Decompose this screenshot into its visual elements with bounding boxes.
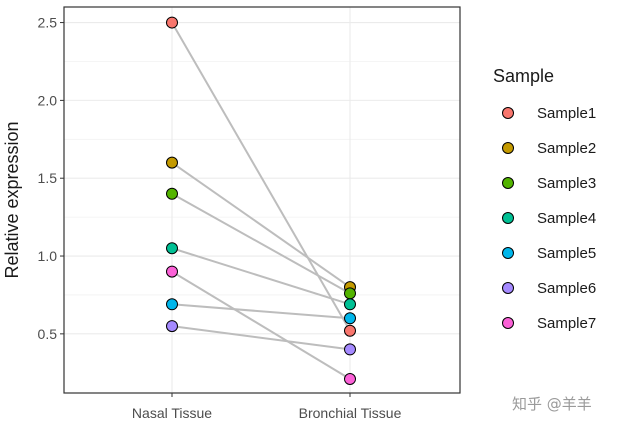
legend-key-sample1	[502, 107, 514, 119]
legend-label-sample1: Sample1	[537, 105, 596, 122]
series-line-sample4	[171, 247, 351, 306]
data-point-sample5-nasal	[166, 298, 178, 311]
data-point-sample6-bronchial	[344, 343, 356, 356]
y-tick-label: 0.5	[38, 326, 58, 342]
y-axis-title: Relative expression	[2, 121, 22, 278]
data-point-sample5-bronchial	[344, 312, 356, 325]
legend-label-sample4: Sample4	[537, 210, 596, 227]
legend-label-sample6: Sample6	[537, 280, 596, 297]
legend-label-sample2: Sample2	[537, 140, 596, 157]
data-point-sample3-nasal	[166, 187, 178, 200]
y-tick-label: 1.0	[38, 248, 58, 264]
legend: Sample Sample1 Sample2 Sample3 Sample4 Sampl…	[493, 66, 596, 332]
data-point-sample7-nasal	[166, 265, 178, 278]
series-line-sample3	[171, 192, 351, 295]
data-point-sample4-nasal	[166, 242, 178, 255]
legend-key-sample3	[502, 177, 514, 189]
data-point-sample4-bronchial	[344, 298, 356, 311]
data-point-sample7-bronchial	[344, 372, 356, 385]
series-line-sample1	[171, 22, 351, 332]
legend-key-sample6	[502, 282, 514, 294]
legend-key-sample2	[502, 142, 514, 154]
watermark-text: 知乎 @羊羊	[512, 395, 592, 413]
x-axis: Nasal Tissue Bronchial Tissue	[132, 393, 402, 421]
x-tick-label: Nasal Tissue	[132, 405, 212, 421]
y-tick-label: 2.5	[38, 15, 58, 31]
data-point-sample1-nasal	[166, 16, 178, 29]
legend-title: Sample	[493, 66, 554, 86]
data-point-sample2-nasal	[166, 156, 178, 169]
y-tick-label: 2.0	[38, 92, 58, 108]
x-tick-label: Bronchial Tissue	[299, 405, 402, 421]
legend-label-sample7: Sample7	[537, 315, 596, 332]
panel-border	[63, 6, 461, 394]
y-axis: 0.5 1.0 1.5 2.0 2.5	[38, 15, 64, 342]
panel-background	[64, 7, 460, 393]
series-line-sample7	[171, 270, 351, 380]
series-line-sample6	[171, 325, 351, 351]
series-line-sample2	[171, 161, 351, 288]
data-point-sample3-bronchial	[344, 287, 356, 300]
legend-key-sample5	[502, 247, 514, 259]
data-point-sample6-nasal	[166, 320, 178, 333]
plot-panel	[63, 6, 461, 394]
legend-key-sample4	[502, 212, 514, 224]
legend-label-sample5: Sample5	[537, 245, 596, 262]
y-tick-label: 1.5	[38, 170, 58, 186]
series-line-sample5	[171, 303, 351, 320]
legend-key-sample7	[502, 317, 514, 329]
legend-label-sample3: Sample3	[537, 175, 596, 192]
data-point-sample1-bronchial	[344, 324, 356, 337]
